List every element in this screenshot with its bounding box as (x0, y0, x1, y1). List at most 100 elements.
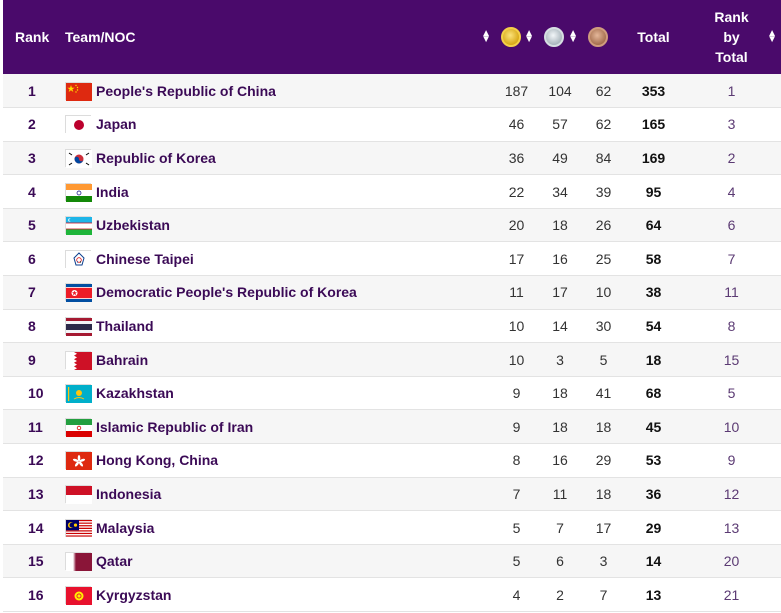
total-header[interactable]: Total (637, 29, 670, 45)
team-header[interactable]: Team/NOC ▲ ▼ (65, 28, 491, 46)
gold-count: 10 (508, 351, 525, 368)
rank-header[interactable]: Rank (15, 29, 50, 45)
team-name-link[interactable]: Malaysia (96, 519, 155, 536)
indonesia-flag-icon (65, 484, 92, 504)
korea-flag-icon (65, 148, 92, 168)
gold-count: 36 (508, 149, 525, 166)
bronze-count: 10 (595, 284, 612, 301)
silver-count: 18 (552, 217, 568, 234)
team-name-link[interactable]: Japan (96, 116, 137, 133)
team-cell[interactable]: Islamic Republic of Iran (65, 410, 495, 444)
team-cell[interactable]: Indonesia (65, 477, 495, 511)
team-name-link[interactable]: Kyrgyzstan (96, 586, 172, 603)
team-name-link[interactable]: Bahrain (96, 351, 149, 368)
rank-by-total-cell: 11 (724, 284, 739, 301)
team-name-link[interactable]: Democratic People's Republic of Korea (96, 284, 357, 301)
bronze-count: 17 (595, 519, 612, 536)
team-cell[interactable]: Democratic People's Republic of Korea (65, 276, 495, 310)
silver-count: 49 (552, 149, 568, 166)
team-cell[interactable]: Bahrain (65, 343, 495, 377)
medal-table: Rank Team/NOC ▲ ▼ ▲ ▼ ▲ ▼ Total Rank by Tot… (3, 0, 781, 612)
taipei-flag-icon (65, 249, 92, 269)
bronze-header[interactable] (582, 0, 625, 74)
japan-flag-icon (65, 115, 92, 135)
gold-count: 8 (512, 452, 521, 469)
total-count: 29 (645, 519, 662, 536)
rank-by-total-header[interactable]: Rank by Total ▲ ▼ (714, 9, 777, 65)
team-cell[interactable]: Kyrgyzstan (65, 578, 495, 612)
table-row: 10 Kazakhstan 9 18 41 68 5 (3, 376, 781, 410)
table-row: 9 Bahrain 10 3 5 18 15 (3, 342, 781, 377)
rank-cell: 13 (28, 485, 44, 502)
rank-cell: 3 (28, 149, 36, 166)
team-name-link[interactable]: Indonesia (96, 485, 162, 502)
team-cell[interactable]: People's Republic of China (65, 74, 495, 108)
team-cell[interactable]: India (65, 175, 495, 209)
total-count: 53 (645, 452, 662, 469)
silver-count: 6 (556, 553, 564, 570)
china-flag-icon (65, 81, 92, 101)
bahrain-flag-icon (65, 350, 92, 370)
silver-count: 16 (552, 250, 568, 267)
team-cell[interactable]: Hong Kong, China (65, 444, 495, 478)
team-cell[interactable]: Malaysia (65, 511, 495, 545)
team-name-link[interactable]: Thailand (96, 317, 154, 334)
kazakhstan-flag-icon (65, 384, 92, 404)
malaysia-flag-icon (65, 518, 92, 538)
rank-cell: 14 (28, 519, 44, 536)
team-name-link[interactable]: Islamic Republic of Iran (96, 418, 254, 435)
gold-count: 7 (512, 485, 521, 502)
bronze-count: 3 (599, 553, 608, 570)
team-name-link[interactable]: Hong Kong, China (96, 452, 219, 469)
rank-by-total-cell: 15 (723, 351, 740, 368)
team-name-link[interactable]: Uzbekistan (96, 217, 170, 234)
bronze-count: 62 (595, 116, 612, 133)
rank-cell: 12 (28, 452, 44, 469)
bronze-count: 5 (599, 351, 608, 368)
table-row: 16 Kyrgyzstan 4 2 7 13 21 (3, 577, 781, 612)
gold-count: 187 (504, 82, 529, 99)
silver-header[interactable]: ▲ ▼ (538, 0, 582, 74)
total-count: 165 (641, 116, 666, 133)
bronze-medal-icon (588, 27, 608, 47)
team-cell[interactable]: Kazakhstan (65, 376, 495, 410)
sort-icon[interactable]: ▲ ▼ (481, 28, 491, 45)
team-cell[interactable]: Republic of Korea (65, 141, 495, 175)
team-cell[interactable]: Qatar (65, 544, 495, 578)
rank-cell: 7 (28, 284, 36, 301)
total-count: 38 (645, 284, 662, 301)
team-name-link[interactable]: Republic of Korea (96, 149, 216, 166)
rank-cell: 1 (28, 82, 36, 99)
team-name-link[interactable]: Kazakhstan (96, 385, 174, 402)
team-cell[interactable]: Uzbekistan (65, 208, 495, 242)
gold-count: 17 (508, 250, 525, 267)
sort-icon[interactable]: ▲ ▼ (767, 28, 777, 45)
total-count: 54 (645, 317, 662, 334)
medal-table-body: 1 People's Republic of China 187 104 62 … (3, 74, 781, 612)
team-name-link[interactable]: India (96, 183, 129, 200)
team-cell[interactable]: Thailand (65, 309, 495, 343)
gold-count: 9 (512, 418, 521, 435)
silver-count: 2 (556, 586, 564, 603)
table-row: 15 Qatar 5 6 3 14 20 (3, 544, 781, 578)
table-row: 4 India 22 34 39 95 4 (3, 174, 781, 209)
sort-icon[interactable]: ▲ ▼ (524, 28, 534, 45)
gold-count: 20 (508, 217, 525, 234)
rank-cell: 6 (28, 250, 36, 267)
team-name-link[interactable]: Chinese Taipei (96, 250, 194, 267)
dprk-flag-icon (65, 283, 92, 303)
india-flag-icon (65, 182, 92, 202)
team-name-link[interactable]: People's Republic of China (96, 82, 276, 99)
gold-count: 11 (509, 284, 524, 301)
gold-count: 10 (508, 317, 525, 334)
team-name-link[interactable]: Qatar (96, 553, 133, 570)
sort-icon[interactable]: ▲ ▼ (568, 28, 578, 45)
table-row: 14 Malaysia 5 7 17 29 13 (3, 510, 781, 545)
gold-header[interactable]: ▲ ▼ (495, 0, 538, 74)
team-cell[interactable]: Japan (65, 108, 495, 142)
rank-cell: 4 (28, 183, 36, 200)
silver-count: 17 (552, 284, 568, 301)
total-count: 13 (645, 586, 662, 603)
team-cell[interactable]: Chinese Taipei (65, 242, 495, 276)
